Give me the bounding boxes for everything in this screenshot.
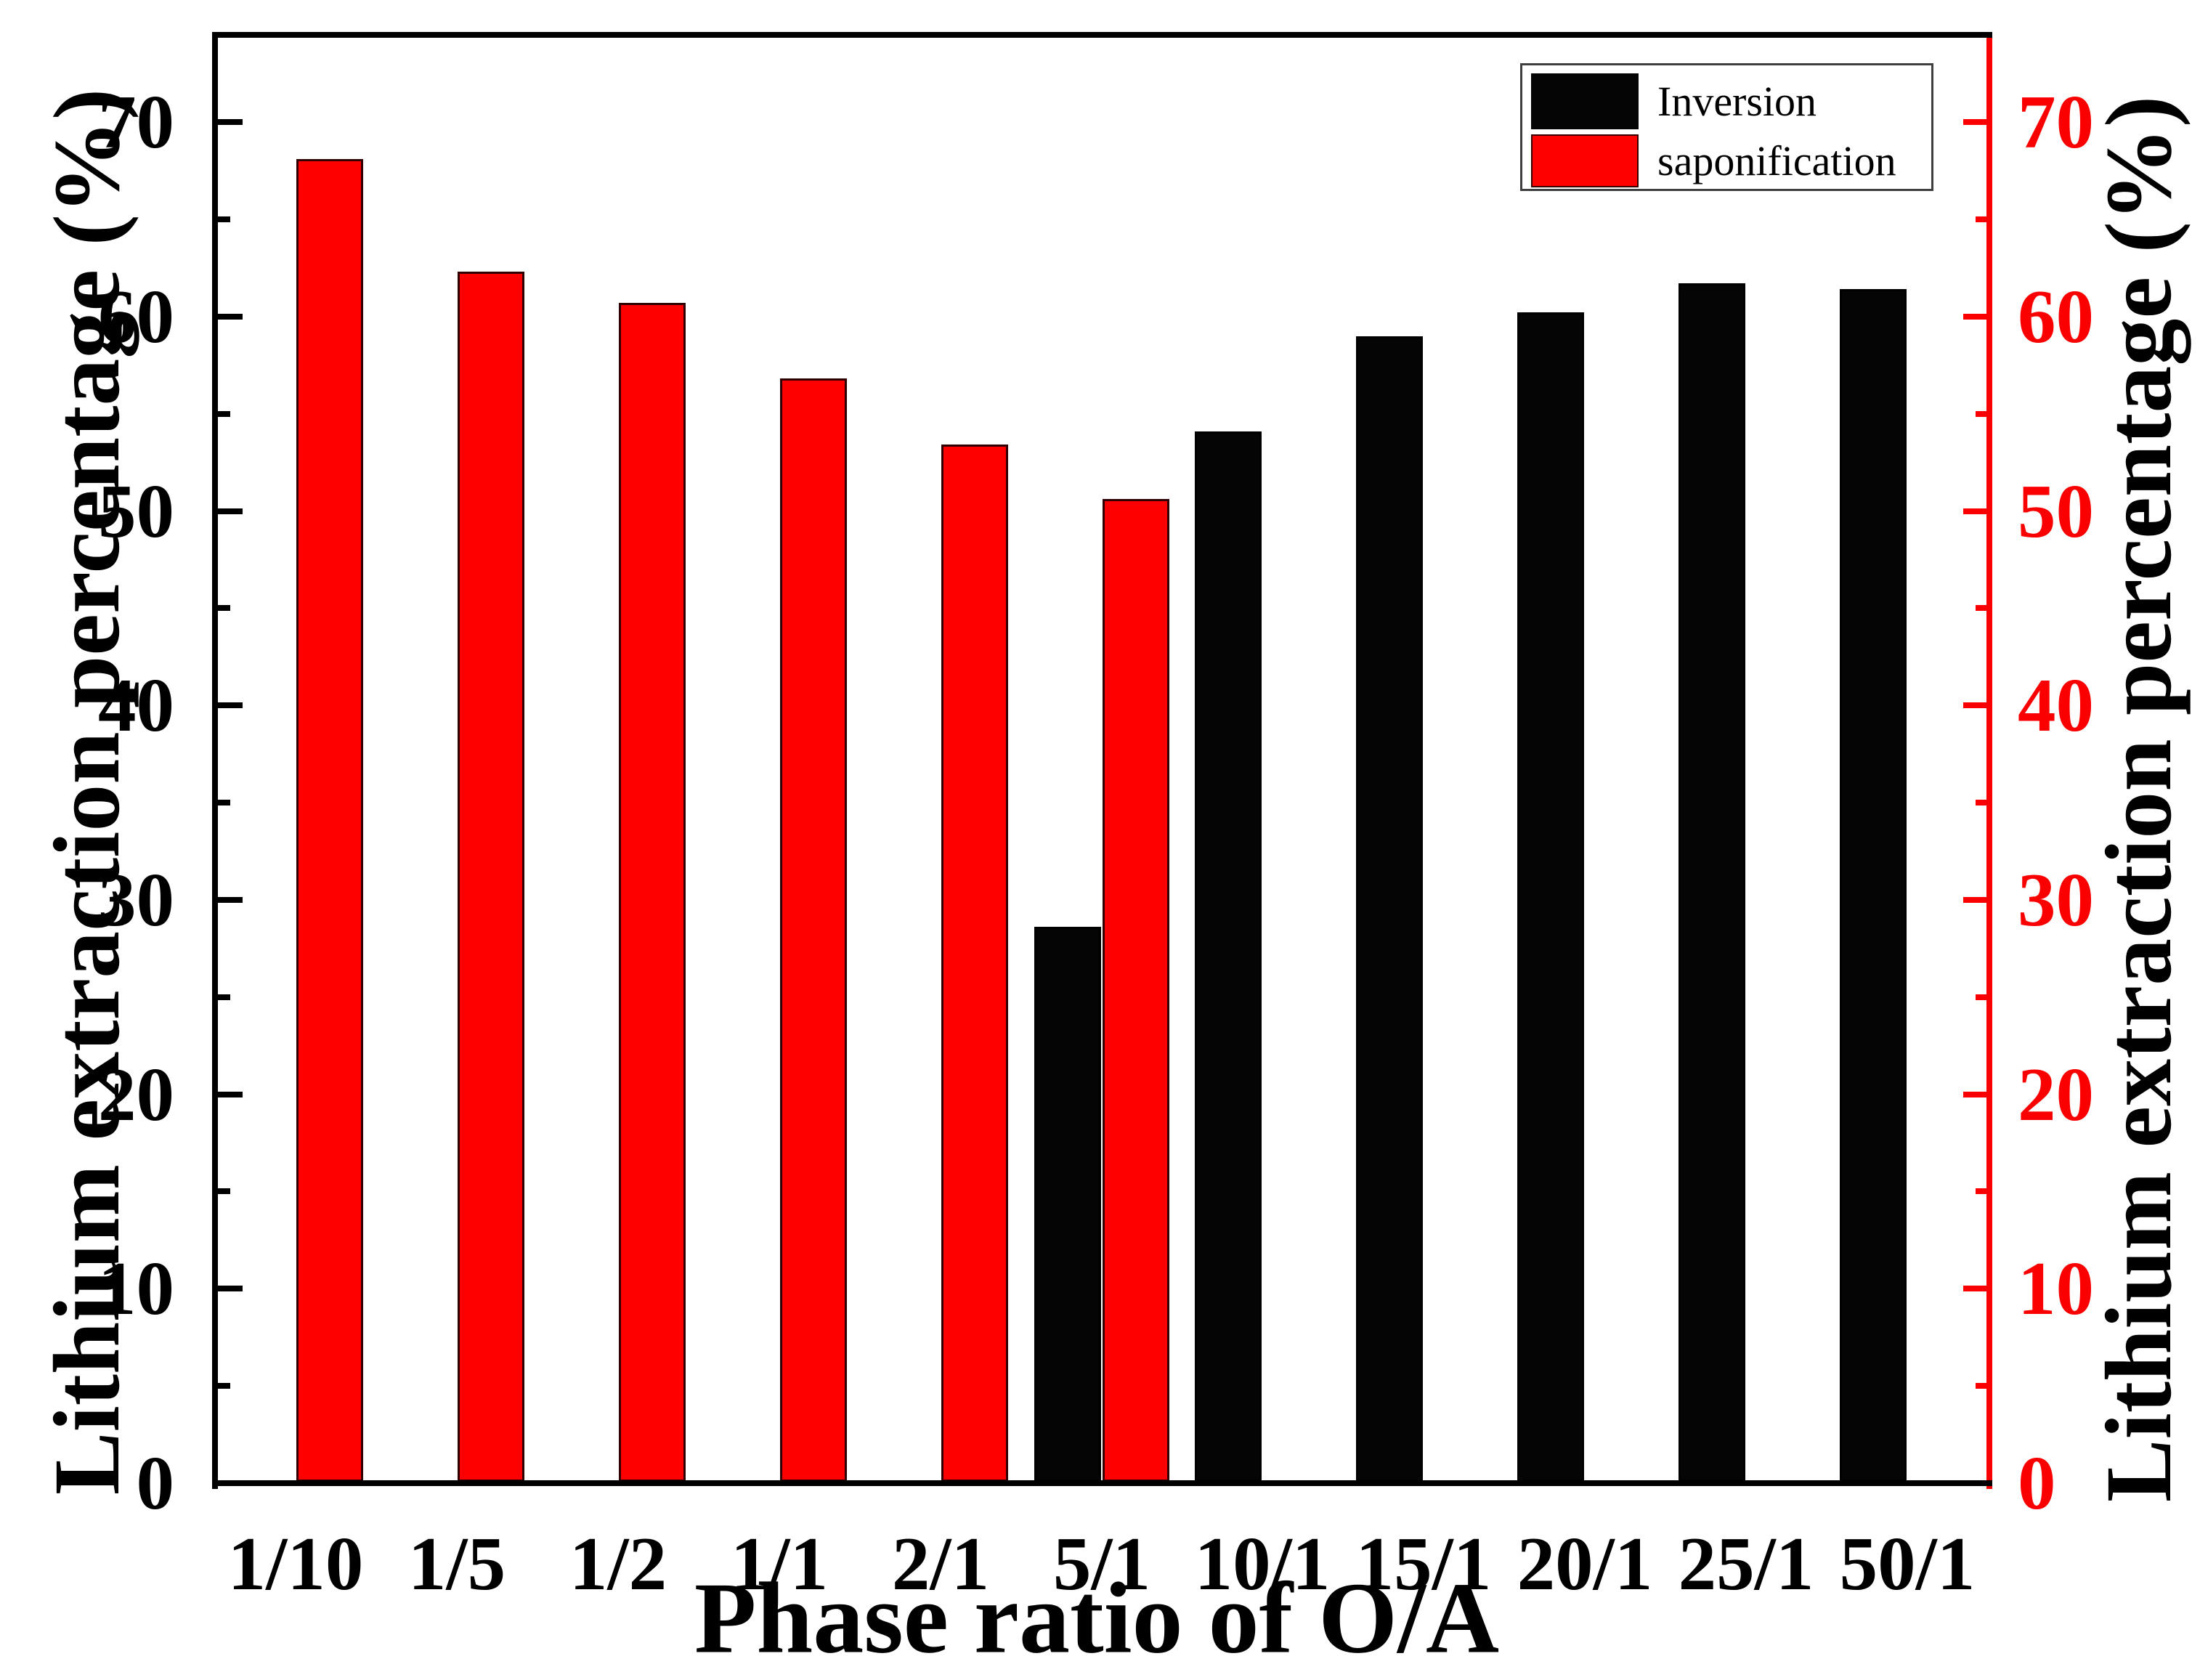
left-y-tick-65 <box>218 216 230 222</box>
right-y-tick-30 <box>1963 897 1988 903</box>
right-y-tick-40 <box>1963 702 1988 708</box>
left-y-tick-40 <box>218 702 243 708</box>
right-y-tick-25 <box>1976 994 1988 1000</box>
right-y-tick-15 <box>1976 1188 1988 1194</box>
x-tick-label-1/5: 1/5 <box>407 1521 506 1606</box>
left-y-tick-label-70: 70 <box>98 79 174 164</box>
x-tick-label-25/1: 25/1 <box>1678 1521 1814 1606</box>
x-tick-label-50/1: 50/1 <box>1839 1521 1976 1606</box>
right-y-tick-label-30: 30 <box>2018 857 2094 942</box>
right-y-tick-label-40: 40 <box>2018 662 2094 747</box>
right-y-tick-65 <box>1976 216 1988 222</box>
right-y-tick-20 <box>1963 1092 1988 1097</box>
left-y-tick-55 <box>218 411 230 417</box>
right-y-tick-70 <box>1963 119 1988 125</box>
x-tick-label-1/10: 1/10 <box>227 1521 364 1606</box>
left-y-tick-35 <box>218 800 230 805</box>
right-y-tick-label-70: 70 <box>2018 79 2094 164</box>
left-y-tick-label-10: 10 <box>98 1246 174 1331</box>
right-y-tick-10 <box>1963 1286 1988 1291</box>
bar-saponification-2/1 <box>941 445 1008 1482</box>
right-y-tick-60 <box>1963 314 1988 320</box>
x-tick-label-1/2: 1/2 <box>569 1521 667 1606</box>
right-y-tick-55 <box>1976 411 1988 417</box>
right-y-tick-45 <box>1976 605 1988 611</box>
right-y-tick-35 <box>1976 800 1988 805</box>
right-y-tick-label-50: 50 <box>2018 468 2094 553</box>
left-y-tick-label-30: 30 <box>98 857 174 942</box>
bottom-axis-spine <box>212 1480 1992 1486</box>
left-y-tick-label-50: 50 <box>98 468 174 553</box>
x-tick-label-5/1: 5/1 <box>1052 1521 1151 1606</box>
top-axis-spine <box>212 32 1992 38</box>
bar-saponification-1/2 <box>619 303 686 1482</box>
right-y-tick-label-0: 0 <box>2018 1440 2056 1525</box>
x-tick-label-10/1: 10/1 <box>1194 1521 1331 1606</box>
x-tick-label-1/1: 1/1 <box>730 1521 829 1606</box>
legend: Inversion saponification <box>1520 63 1933 191</box>
legend-row-inversion: Inversion <box>1531 73 1817 129</box>
legend-row-saponification: saponification <box>1531 133 1896 189</box>
left-y-tick-label-0: 0 <box>136 1440 175 1525</box>
left-y-tick-25 <box>218 994 230 1000</box>
bar-saponification-1/5 <box>458 272 524 1482</box>
left-y-tick-10 <box>218 1286 243 1291</box>
bar-saponification-1/10 <box>296 159 363 1482</box>
saponification-legend-label: saponification <box>1657 137 1896 184</box>
bar-inversion-50/1 <box>1840 289 1907 1482</box>
x-tick-label-15/1: 15/1 <box>1355 1521 1492 1606</box>
x-tick-label-2/1: 2/1 <box>891 1521 990 1606</box>
right-axis-spine <box>1986 33 1992 1489</box>
bar-inversion-15/1 <box>1356 336 1423 1482</box>
right-y-tick-50 <box>1963 508 1988 514</box>
bar-inversion-20/1 <box>1517 312 1584 1482</box>
bar-saponification-1/1 <box>780 378 847 1482</box>
left-y-tick-60 <box>218 314 243 320</box>
inversion-legend-label: Inversion <box>1657 77 1817 125</box>
x-axis-title: Phase ratio of O/A <box>694 1562 1500 1675</box>
left-y-tick-5 <box>218 1383 230 1389</box>
right-y-tick-label-20: 20 <box>2018 1052 2094 1137</box>
bar-inversion-25/1 <box>1679 283 1745 1482</box>
inversion-legend-swatch <box>1531 73 1639 129</box>
left-y-tick-45 <box>218 605 230 611</box>
left-y-tick-30 <box>218 897 243 903</box>
bar-saponification-5/1 <box>1103 499 1169 1482</box>
left-y-tick-50 <box>218 508 243 514</box>
right-y-tick-label-60: 60 <box>2018 274 2094 359</box>
left-axis-spine <box>212 33 218 1489</box>
left-y-tick-15 <box>218 1188 230 1194</box>
left-y-tick-label-20: 20 <box>98 1052 174 1137</box>
left-y-tick-20 <box>218 1092 243 1097</box>
right-y-tick-5 <box>1976 1383 1988 1389</box>
right-y-tick-label-10: 10 <box>2018 1246 2094 1331</box>
x-tick-label-20/1: 20/1 <box>1517 1521 1653 1606</box>
left-y-tick-70 <box>218 119 243 125</box>
saponification-legend-swatch <box>1531 134 1639 187</box>
bar-inversion-10/1 <box>1195 431 1262 1482</box>
left-y-tick-label-40: 40 <box>98 662 174 747</box>
bar-inversion-5/1 <box>1034 927 1101 1482</box>
left-y-tick-label-60: 60 <box>98 274 174 359</box>
